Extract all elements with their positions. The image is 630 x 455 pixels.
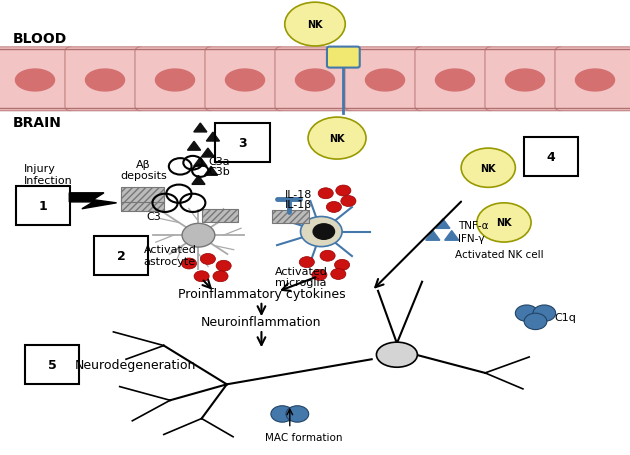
Text: NK: NK [481, 163, 496, 173]
Circle shape [213, 271, 228, 282]
Circle shape [312, 270, 327, 281]
Ellipse shape [226, 70, 265, 92]
Ellipse shape [86, 70, 125, 92]
FancyBboxPatch shape [65, 48, 145, 111]
Text: Activated
microglia: Activated microglia [275, 266, 328, 288]
Polygon shape [436, 219, 450, 229]
Text: NK: NK [307, 20, 323, 30]
Polygon shape [445, 231, 459, 241]
Text: BRAIN: BRAIN [13, 116, 62, 130]
Polygon shape [69, 193, 117, 209]
Polygon shape [194, 124, 207, 133]
Polygon shape [205, 167, 217, 176]
Circle shape [515, 305, 538, 322]
Text: C3b: C3b [209, 167, 231, 177]
Text: 3: 3 [238, 137, 247, 150]
Circle shape [308, 118, 366, 160]
Text: Aβ
deposits: Aβ deposits [120, 160, 167, 181]
Circle shape [341, 196, 356, 207]
Circle shape [271, 406, 294, 422]
Polygon shape [207, 133, 219, 142]
Circle shape [200, 254, 215, 265]
FancyBboxPatch shape [485, 48, 565, 111]
Text: IL-1β: IL-1β [285, 200, 312, 210]
Text: Injury
Infection: Injury Infection [24, 164, 72, 186]
Ellipse shape [575, 70, 614, 92]
Bar [202, 209, 238, 223]
Circle shape [477, 203, 531, 243]
Polygon shape [194, 158, 207, 167]
Circle shape [336, 186, 351, 197]
Text: Neurodegeneration: Neurodegeneration [74, 359, 196, 371]
Text: 2: 2 [117, 249, 125, 262]
Circle shape [313, 224, 335, 240]
Ellipse shape [376, 342, 417, 368]
Text: NK: NK [496, 218, 512, 228]
Text: Proinflammatory cytokines: Proinflammatory cytokines [178, 287, 345, 300]
Polygon shape [192, 176, 205, 185]
Ellipse shape [505, 70, 544, 92]
Circle shape [182, 224, 215, 248]
Bar [121, 188, 164, 202]
Text: 1: 1 [38, 199, 47, 212]
Text: BLOOD: BLOOD [13, 31, 67, 46]
Text: MAC formation: MAC formation [265, 432, 343, 442]
Ellipse shape [156, 70, 195, 92]
Circle shape [299, 257, 314, 268]
FancyBboxPatch shape [135, 48, 215, 111]
Circle shape [533, 305, 556, 322]
Text: Activated NK cell: Activated NK cell [455, 249, 544, 259]
Ellipse shape [435, 70, 474, 92]
Circle shape [318, 188, 333, 199]
Circle shape [285, 3, 345, 47]
Text: C3: C3 [146, 212, 161, 222]
Circle shape [331, 269, 346, 280]
Text: Neuroinflammation: Neuroinflammation [201, 316, 322, 329]
Circle shape [301, 217, 342, 247]
Circle shape [194, 271, 209, 282]
Circle shape [326, 202, 341, 213]
Text: 5: 5 [48, 359, 57, 371]
FancyBboxPatch shape [0, 48, 75, 111]
Circle shape [216, 261, 231, 272]
Ellipse shape [365, 70, 404, 92]
Text: C3a: C3a [209, 157, 230, 167]
Circle shape [335, 260, 350, 271]
Circle shape [461, 149, 515, 188]
Circle shape [320, 251, 335, 262]
Text: NK: NK [329, 134, 345, 144]
Text: 4: 4 [547, 151, 556, 163]
Ellipse shape [295, 70, 335, 92]
FancyBboxPatch shape [275, 48, 355, 111]
Bar [272, 210, 309, 224]
Text: IFN-γ: IFN-γ [458, 233, 484, 243]
FancyBboxPatch shape [205, 48, 285, 111]
Bar [121, 197, 164, 212]
Polygon shape [188, 142, 200, 151]
Polygon shape [426, 231, 440, 241]
FancyBboxPatch shape [327, 47, 360, 68]
Bar [0, 50, 630, 109]
Text: TNF-α: TNF-α [458, 221, 488, 231]
Circle shape [181, 258, 197, 269]
Text: C1q: C1q [554, 312, 576, 322]
Text: Activated
astrocyte: Activated astrocyte [144, 245, 197, 267]
FancyBboxPatch shape [555, 48, 630, 111]
Polygon shape [202, 149, 214, 157]
Circle shape [524, 313, 547, 330]
Circle shape [286, 406, 309, 422]
FancyBboxPatch shape [415, 48, 495, 111]
Text: IL-18: IL-18 [285, 190, 312, 200]
FancyBboxPatch shape [345, 48, 425, 111]
Ellipse shape [16, 70, 55, 92]
